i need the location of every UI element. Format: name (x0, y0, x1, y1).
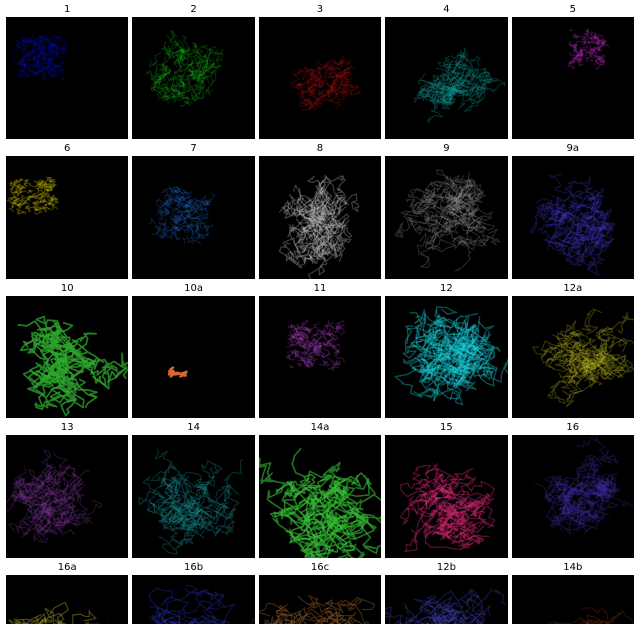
subplot-title: 14a (311, 422, 330, 434)
subplot-title: 11 (314, 283, 327, 295)
subplot-title: 14 (187, 422, 200, 434)
subplot-title: 12a (563, 283, 582, 295)
subplot-axes (259, 156, 381, 278)
subplot-cell: 16b (130, 562, 256, 624)
subplot-title: 14b (563, 562, 582, 574)
subplot-cell: 6 (4, 143, 130, 282)
subplot-cell: 2 (130, 4, 256, 143)
subplot-cell: 4 (383, 4, 509, 143)
subplot-title: 16b (184, 562, 203, 574)
subplot-axes (512, 435, 634, 557)
subplot-axes (385, 156, 507, 278)
subplot-title: 16 (566, 422, 579, 434)
subplot-cell: 11 (257, 283, 383, 422)
subplot-axes (132, 17, 254, 139)
subplot-title: 13 (61, 422, 74, 434)
subplot-axes (385, 435, 507, 557)
subplot-title: 15 (440, 422, 453, 434)
subplot-cell: 16 (510, 422, 636, 561)
subplot-cell: 9a (510, 143, 636, 282)
subplot-axes (259, 296, 381, 418)
subplot-cell: 1 (4, 4, 130, 143)
subplot-title: 9 (443, 143, 449, 155)
subplot-title: 10a (184, 283, 203, 295)
subplot-cell: 12a (510, 283, 636, 422)
subplot-grid: 1234567899a1010a111212a131414a151616a16b… (0, 0, 640, 624)
subplot-title: 10 (61, 283, 74, 295)
subplot-cell: 14 (130, 422, 256, 561)
subplot-axes (259, 17, 381, 139)
subplot-title: 4 (443, 4, 449, 16)
subplot-cell: 10a (130, 283, 256, 422)
subplot-title: 9a (567, 143, 580, 155)
subplot-axes (6, 435, 128, 557)
subplot-cell: 7 (130, 143, 256, 282)
subplot-title: 5 (570, 4, 576, 16)
subplot-cell: 9 (383, 143, 509, 282)
subplot-axes (6, 575, 128, 624)
subplot-cell: 14b (510, 562, 636, 624)
subplot-cell: 16a (4, 562, 130, 624)
subplot-axes (6, 17, 128, 139)
subplot-title: 6 (64, 143, 70, 155)
subplot-cell: 12b (383, 562, 509, 624)
subplot-cell: 12 (383, 283, 509, 422)
subplot-cell: 16c (257, 562, 383, 624)
subplot-cell: 14a (257, 422, 383, 561)
subplot-cell: 3 (257, 4, 383, 143)
subplot-title: 12 (440, 283, 453, 295)
subplot-title: 16a (58, 562, 77, 574)
subplot-axes (512, 575, 634, 624)
subplot-title: 7 (190, 143, 196, 155)
subplot-cell: 10 (4, 283, 130, 422)
subplot-cell: 5 (510, 4, 636, 143)
subplot-axes (512, 156, 634, 278)
subplot-title: 1 (64, 4, 70, 16)
subplot-axes (259, 575, 381, 624)
subplot-cell: 15 (383, 422, 509, 561)
subplot-title: 8 (317, 143, 323, 155)
subplot-axes (512, 17, 634, 139)
subplot-axes (6, 156, 128, 278)
subplot-axes (132, 435, 254, 557)
subplot-axes (132, 296, 254, 418)
subplot-axes (132, 575, 254, 624)
subplot-axes (512, 296, 634, 418)
subplot-cell: 8 (257, 143, 383, 282)
subplot-axes (6, 296, 128, 418)
subplot-title: 12b (437, 562, 456, 574)
subplot-axes (132, 156, 254, 278)
subplot-axes (385, 575, 507, 624)
subplot-axes (385, 296, 507, 418)
subplot-title: 16c (311, 562, 329, 574)
subplot-cell: 13 (4, 422, 130, 561)
subplot-title: 3 (317, 4, 323, 16)
subplot-axes (385, 17, 507, 139)
subplot-title: 2 (190, 4, 196, 16)
subplot-axes (259, 435, 381, 557)
